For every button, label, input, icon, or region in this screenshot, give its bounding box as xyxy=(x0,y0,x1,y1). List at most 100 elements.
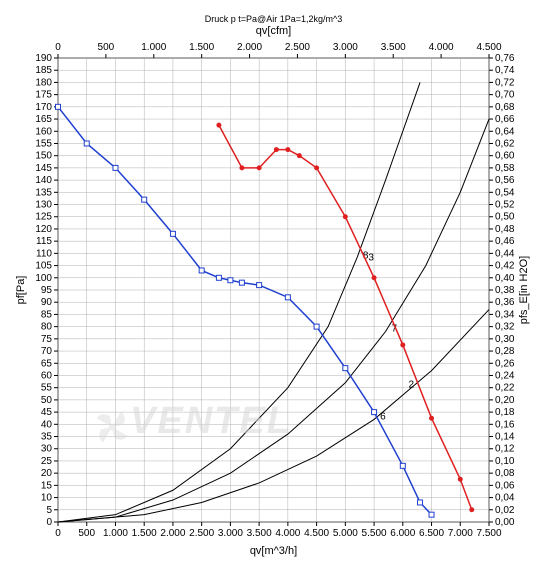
red-marker xyxy=(470,508,474,512)
red-marker xyxy=(286,148,290,152)
x-top-tick: 3.500 xyxy=(381,42,406,53)
blue-marker xyxy=(199,268,204,273)
blue-marker xyxy=(343,366,348,371)
y-left-tick: 10 xyxy=(41,493,53,504)
y-right-tick: 0,40 xyxy=(495,273,515,284)
y-right-tick: 0,48 xyxy=(495,224,515,235)
x-top-tick: 1.000 xyxy=(141,42,166,53)
blue-marker xyxy=(257,283,262,288)
blue-marker xyxy=(239,280,244,285)
x-top-tick: 3.000 xyxy=(333,42,358,53)
y-right-tick: 0,52 xyxy=(495,200,515,211)
y-left-tick: 95 xyxy=(41,285,53,296)
y-right-tick: 0,18 xyxy=(495,407,515,418)
y-left-tick: 75 xyxy=(41,334,53,345)
y-right-tick: 0,66 xyxy=(495,114,515,125)
y-right-tick: 0,72 xyxy=(495,77,515,88)
x-bottom-label: qv[m^3/h] xyxy=(250,545,297,557)
red-marker xyxy=(257,166,261,170)
y-left-label: pf[Pa] xyxy=(15,276,27,305)
x-top-tick: 4.000 xyxy=(429,42,454,53)
y-right-tick: 0,16 xyxy=(495,419,515,430)
y-left-tick: 175 xyxy=(35,90,52,101)
y-right-tick: 0,36 xyxy=(495,297,515,308)
red-marker xyxy=(240,166,244,170)
y-left-tick: 20 xyxy=(41,468,53,479)
watermark-fan-icon xyxy=(90,405,134,449)
y-right-tick: 0,42 xyxy=(495,261,515,272)
blue-marker xyxy=(216,275,221,280)
y-right-tick: 0,60 xyxy=(495,151,515,162)
red-marker xyxy=(458,477,462,481)
red-marker xyxy=(343,215,347,219)
y-right-tick: 0,14 xyxy=(495,432,515,443)
y-right-tick: 0,46 xyxy=(495,236,515,247)
blue-marker xyxy=(228,278,233,283)
y-left-tick: 60 xyxy=(41,370,53,381)
y-right-tick: 0,34 xyxy=(495,309,515,320)
fan-performance-chart: Druck p t=Pa@Air 1Pa=1,2kg/m^3 0 500 1.000 1… xyxy=(10,10,537,570)
y-right-tick: 0,38 xyxy=(495,285,515,296)
y-left-tick: 165 xyxy=(35,114,52,125)
blue-marker xyxy=(142,197,147,202)
y-left-tick: 100 xyxy=(35,273,52,284)
y-right-tick: 0,64 xyxy=(495,126,515,137)
y-left-tick: 35 xyxy=(41,432,53,443)
x-bottom-tick: 4.500 xyxy=(304,528,329,539)
y-left-tick: 145 xyxy=(35,163,52,174)
y-right-tick: 0,02 xyxy=(495,505,515,516)
y-left-tick: 190 xyxy=(35,53,52,64)
x-bottom-tick: 4.000 xyxy=(275,528,300,539)
y-right-tick: 0,04 xyxy=(495,493,515,504)
y-left-tick: 110 xyxy=(36,248,52,259)
blue-marker xyxy=(170,231,175,236)
y-right-tick: 0,74 xyxy=(495,65,515,76)
blue-marker xyxy=(314,324,319,329)
red-marker xyxy=(315,166,319,170)
y-left-tick: 65 xyxy=(41,358,53,369)
x-bottom-tick: 6.500 xyxy=(419,528,444,539)
y-right-tick: 0,24 xyxy=(495,370,515,381)
y-left-tick: 55 xyxy=(41,383,53,394)
x-bottom-tick: 2.000 xyxy=(160,528,185,539)
y-left-tick: 120 xyxy=(35,224,52,235)
y-right-tick: 0,08 xyxy=(495,468,515,479)
red-marker xyxy=(217,123,221,127)
x-top-label: qv[cfm] xyxy=(256,25,291,37)
y-left-tick: 0 xyxy=(46,517,52,528)
x-bottom-tick: 6.000 xyxy=(390,528,415,539)
y-right-tick: 0,62 xyxy=(495,138,515,149)
y-right-tick: 0,30 xyxy=(495,334,515,345)
chart-title: Druck p t=Pa@Air 1Pa=1,2kg/m^3 xyxy=(205,14,342,24)
x-top-tick: 2.000 xyxy=(237,42,262,53)
y-left-tick: 15 xyxy=(41,480,53,491)
y-right-tick: 0,12 xyxy=(495,444,515,455)
x-bottom-tick: 5.500 xyxy=(362,528,387,539)
y-right-tick: 0,50 xyxy=(495,212,515,223)
y-left-tick: 170 xyxy=(35,102,52,113)
chart-svg: Druck p t=Pa@Air 1Pa=1,2kg/m^3 0 500 1.000 1… xyxy=(10,10,537,570)
blue-marker xyxy=(285,295,290,300)
y-right-tick: 0,32 xyxy=(495,322,515,333)
y-right-tick: 0,76 xyxy=(495,53,515,64)
red-marker xyxy=(401,343,405,347)
curve-label: 3 xyxy=(368,253,374,264)
y-left-tick: 85 xyxy=(41,309,53,320)
y-left-tick: 5 xyxy=(46,505,52,516)
x-bottom-tick: 3.000 xyxy=(218,528,243,539)
x-bottom-tick: 7.500 xyxy=(476,528,501,539)
y-right-tick: 0,26 xyxy=(495,358,515,369)
y-left-tick: 150 xyxy=(35,151,52,162)
y-right-tick: 0,70 xyxy=(495,90,515,101)
x-top-tick: 1.500 xyxy=(189,42,214,53)
y-left-tick: 30 xyxy=(41,444,53,455)
blue-marker xyxy=(418,500,423,505)
y-left-tick: 155 xyxy=(35,138,52,149)
x-bottom-tick: 500 xyxy=(78,528,95,539)
y-left-tick: 80 xyxy=(41,322,53,333)
y-left-tick: 40 xyxy=(41,419,53,430)
x-bottom-tick: 0 xyxy=(55,528,61,539)
y-left-tick: 160 xyxy=(35,126,52,137)
y-left-tick: 70 xyxy=(41,346,53,357)
y-left-tick: 185 xyxy=(35,65,52,76)
